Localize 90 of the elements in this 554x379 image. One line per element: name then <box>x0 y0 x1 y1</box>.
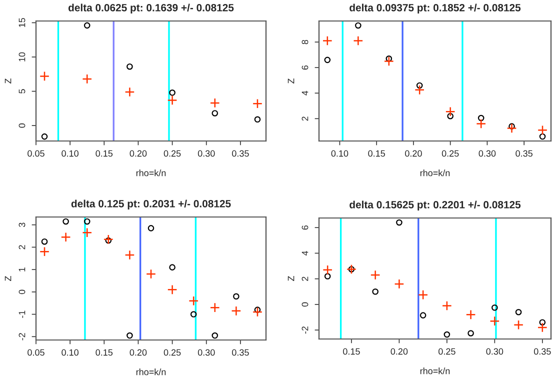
x-tick-label: 0.05 <box>28 150 44 157</box>
point <box>490 316 500 326</box>
x-tick-label: 0.20 <box>390 348 408 355</box>
x-tick-label: 0.30 <box>478 150 496 157</box>
y-tick-label: 2 <box>302 116 308 121</box>
x-tick-label: 0.35 <box>232 150 249 157</box>
point <box>506 123 517 134</box>
x-tick-label: 0.15 <box>96 150 113 157</box>
chart-title: delta 0.15625 pt: 0.2201 +/- 0.08125 <box>350 200 521 210</box>
x-tick-label: 0.35 <box>534 348 551 355</box>
point <box>167 95 178 106</box>
x-tick-label: 0.30 <box>486 348 504 355</box>
x-tick-label: 0.20 <box>130 150 147 157</box>
point <box>103 234 114 244</box>
x-tick-label: 0.35 <box>232 349 249 356</box>
x-tick-label: 0.20 <box>405 150 422 157</box>
x-tick-label: 0.10 <box>331 150 348 157</box>
point <box>188 296 199 306</box>
x-tick-label: 0.25 <box>442 150 459 157</box>
point <box>60 232 71 242</box>
point <box>124 86 135 97</box>
point <box>370 270 380 280</box>
y-axis-title: Z <box>288 78 294 84</box>
x-tick-label: 0.35 <box>516 150 532 157</box>
x-tick-label: 0.15 <box>96 349 113 356</box>
y-tick-label: 2 <box>302 276 308 281</box>
x-tick-label: 0.10 <box>62 150 79 157</box>
y-tick-label: -1 <box>18 310 26 318</box>
y-tick-label: 6 <box>302 225 308 230</box>
x-tick-label: 0.30 <box>198 150 215 157</box>
x-tick-label: 0.05 <box>28 349 44 356</box>
point <box>384 56 394 66</box>
point <box>252 98 262 109</box>
y-tick-label: 5 <box>18 89 26 94</box>
x-axis-title: rho=k/n <box>136 368 166 376</box>
point <box>40 71 50 82</box>
x-tick-label: 0.10 <box>62 349 79 356</box>
x-tick-label: 0.15 <box>368 150 385 157</box>
x-axis-title: rho=k/n <box>420 368 450 374</box>
point <box>167 284 178 295</box>
y-tick-label: 1 <box>18 267 26 272</box>
point <box>442 300 452 311</box>
x-tick-label: 0.25 <box>164 150 181 157</box>
x-tick-label: 0.15 <box>343 348 360 355</box>
y-tick-label: 10 <box>18 52 26 62</box>
point <box>82 228 92 238</box>
y-tick-label: 6 <box>302 65 308 70</box>
x-axis-title: rho=k/n <box>420 170 450 176</box>
point <box>445 106 456 117</box>
y-tick-label: -2 <box>302 326 308 334</box>
point <box>538 125 548 136</box>
point <box>353 36 364 46</box>
point <box>476 118 486 129</box>
point <box>514 320 524 330</box>
x-tick-label: 0.25 <box>164 349 181 356</box>
y-axis-title: Z <box>4 78 12 84</box>
point <box>124 250 135 260</box>
y-tick-label: 0 <box>302 302 308 307</box>
x-tick-label: 0.25 <box>438 348 456 355</box>
point <box>466 310 476 320</box>
y-tick-label: 0 <box>18 290 26 294</box>
point <box>322 264 333 275</box>
x-tick-label: 0.30 <box>198 349 215 356</box>
y-tick-label: 4 <box>302 90 308 96</box>
y-tick-label: 15 <box>18 18 26 28</box>
y-tick-label: 0 <box>18 123 26 128</box>
point <box>414 84 425 95</box>
y-axis-title: Z <box>4 276 12 281</box>
point <box>210 98 220 108</box>
y-tick-label: 8 <box>302 40 308 44</box>
point <box>322 36 332 46</box>
point <box>146 269 156 280</box>
y-axis-title: Z <box>288 276 294 281</box>
chart-title: delta 0.0625 pt: 0.1639 +/- 0.08125 <box>68 4 234 14</box>
chart-title: delta 0.125 pt: 0.2031 +/- 0.08125 <box>71 200 231 210</box>
y-tick-label: 4 <box>302 250 308 256</box>
y-tick-label: 3 <box>18 222 26 227</box>
y-tick-label: 2 <box>18 245 26 250</box>
chart-title: delta 0.09375 pt: 0.1852 +/- 0.08125 <box>350 4 521 14</box>
point <box>252 307 262 318</box>
point <box>82 74 92 84</box>
point <box>231 306 242 316</box>
point <box>210 302 220 313</box>
point <box>418 290 428 300</box>
x-tick-label: 0.20 <box>130 349 147 356</box>
y-tick-label: -2 <box>18 333 26 340</box>
point <box>40 246 50 257</box>
point <box>537 322 548 332</box>
x-axis-title: rho=k/n <box>136 170 166 176</box>
point <box>394 278 404 289</box>
